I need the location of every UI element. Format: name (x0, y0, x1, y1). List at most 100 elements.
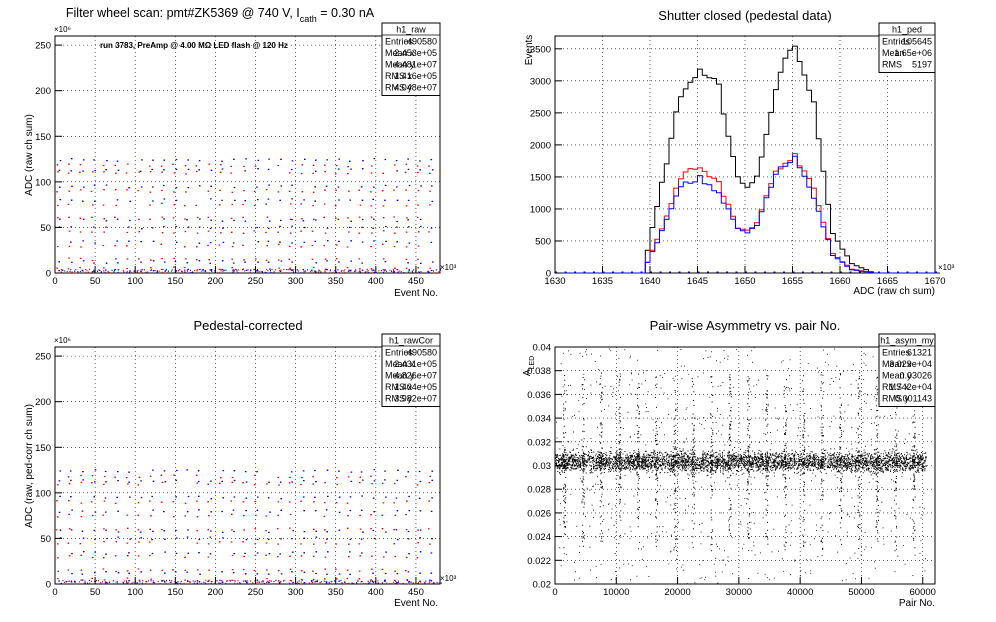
stats-row-value: 4.826e+07 (394, 371, 437, 381)
stats-row-value: 1.742e+04 (889, 382, 932, 392)
stats-row-label: RMS y (385, 83, 413, 93)
stats-row-label: Mean x (385, 48, 415, 58)
panel3-title: Pedestal-corrected (193, 318, 302, 333)
panel1-annotation: run 3783, PreAmp @ 4.00 MΩ LED flash @ 1… (100, 41, 288, 50)
panel2-grid (555, 36, 935, 273)
x-tick-label: 1665 (877, 276, 898, 287)
x-tick-label: 1670 (924, 276, 945, 287)
y-tick-label: 0.024 (527, 532, 551, 543)
stats-name: h1_rawCor (389, 336, 433, 346)
panel1-title-tail: = 0.30 nA (317, 6, 375, 20)
x-tick-label: 100 (127, 587, 143, 598)
panel2-x-exponent: ×10³ (938, 263, 955, 272)
stats-row-label: RMS x (882, 382, 910, 392)
panel4-grid (555, 347, 935, 584)
panel3-frame (54, 346, 441, 585)
stats-row-value: 105645 (902, 37, 932, 47)
x-tick-label: 400 (368, 276, 384, 287)
x-tick-label: 1635 (592, 276, 613, 287)
panel1-frame (54, 35, 441, 274)
panel4-points (555, 346, 927, 585)
panel3-x-exponent: ×10³ (440, 574, 457, 583)
x-tick-label: 250 (248, 276, 264, 287)
y-tick-label: 3500 (530, 44, 551, 55)
x-tick-label: 400 (368, 587, 384, 598)
y-tick-label: 1000 (530, 204, 551, 215)
x-tick-label: 450 (408, 587, 424, 598)
x-tick-label: 350 (328, 276, 344, 287)
x-tick-label: 1630 (544, 276, 565, 287)
y-tick-label: 0 (546, 269, 551, 280)
y-tick-label: 2500 (530, 108, 551, 119)
x-tick-label: 200 (207, 276, 223, 287)
stats-row-label: Mean y (385, 60, 415, 70)
panel1-axis-ticks: 0 50 100 150 200 250 300 350 400 450 0 50 100 150 200 2… (35, 41, 424, 287)
panel3-y-exponent: ×10⁶ (54, 336, 71, 345)
y-tick-label: 500 (535, 236, 551, 247)
y-tick-label: 200 (35, 86, 51, 97)
panel-corrected: Pedestal-corrected ×10⁶ ×10³ ADC (raw, p… (24, 318, 457, 609)
stats-row-label: Entries (385, 348, 414, 358)
panel2-histograms (555, 45, 940, 274)
histogram-series-0 (555, 45, 940, 274)
panel2-x-label: ADC (raw ch sum) (853, 286, 935, 297)
stats-name: h1_ped (892, 25, 922, 35)
stats-row-label: Entries (882, 37, 911, 47)
panel1-title-sub: cath (300, 14, 317, 24)
stats-row-value: 2.431e+05 (394, 359, 437, 369)
stats-row-label: Mean x (385, 359, 415, 369)
x-tick-label: 150 (167, 587, 183, 598)
stats-row-label: Mean y (385, 371, 415, 381)
panel2-frame (554, 35, 936, 274)
panel2-title: Shutter closed (pedestal data) (658, 8, 831, 23)
x-tick-label: 10000 (603, 587, 629, 598)
panel4-y-label-sub: LED (529, 356, 536, 370)
stats-row-value: 4.048e+07 (394, 83, 437, 93)
x-tick-label: 1640 (639, 276, 660, 287)
panel-raw: Filter wheel scan: pmt#ZK5369 @ 740 V, I… (24, 6, 457, 299)
stats-row-label: Mean x (882, 359, 912, 369)
x-tick-label: 100 (127, 276, 143, 287)
series-0-points (55, 474, 440, 585)
y-tick-label: 100 (35, 177, 51, 188)
y-tick-label: 100 (35, 488, 51, 499)
panel4-axis-ticks: 0 10000 20000 30000 40000 50000 60000 0.02 0.022… (527, 343, 936, 599)
y-tick-label: 0.032 (527, 437, 551, 448)
panel3-axis-ticks: 0 50 100 150 200 250 300 350 400 450 0 50 100 150 200 2… (35, 352, 424, 598)
stats-row-value: 3.982e+07 (394, 394, 437, 404)
stats-row-label: Mean (882, 48, 905, 58)
x-tick-label: 60000 (910, 587, 936, 598)
panel-asymmetry: Pair-wise Asymmetry vs. pair No. ALED Pa… (522, 318, 936, 609)
stats-frame (878, 22, 936, 73)
stats-row-value: 1.65e+06 (894, 48, 932, 58)
panel3-y-label: ADC (raw, ped-corr ch sum) (24, 404, 35, 528)
stats-row-label: Mean y (882, 371, 912, 381)
panel4-title: Pair-wise Asymmetry vs. pair No. (650, 318, 841, 333)
y-tick-label: 0.03 (533, 461, 552, 472)
y-tick-label: 0.036 (527, 390, 551, 401)
x-tick-label: 150 (167, 276, 183, 287)
panel2-y-label: Events (524, 35, 535, 66)
y-tick-label: 150 (35, 132, 51, 143)
y-tick-label: 0.026 (527, 508, 551, 519)
x-tick-label: 50 (90, 587, 101, 598)
stats-row-label: RMS x (385, 382, 413, 392)
y-tick-label: 1500 (530, 172, 551, 183)
histogram-series-2 (555, 155, 940, 274)
stats-row-label: Entries (882, 348, 911, 358)
x-tick-label: 0 (52, 276, 57, 287)
stats-row-value: 61321 (907, 348, 932, 358)
panel4-x-label: Pair No. (899, 598, 935, 609)
x-tick-label: 40000 (787, 587, 813, 598)
y-tick-label: 50 (40, 534, 51, 545)
stats-row-value: 5197 (912, 60, 932, 70)
x-tick-label: 350 (328, 587, 344, 598)
panel1-x-label: Event No. (394, 288, 438, 299)
svg-text:Filter wheel scan: pmt#ZK5369: Filter wheel scan: pmt#ZK5369 @ 740 V, I… (66, 6, 375, 24)
panel1-y-exponent: ×10⁶ (54, 25, 71, 34)
panel2-axis-ticks: 1630 1635 1640 1645 1650 1655 1660 1665 1670 0 500… (530, 44, 946, 287)
